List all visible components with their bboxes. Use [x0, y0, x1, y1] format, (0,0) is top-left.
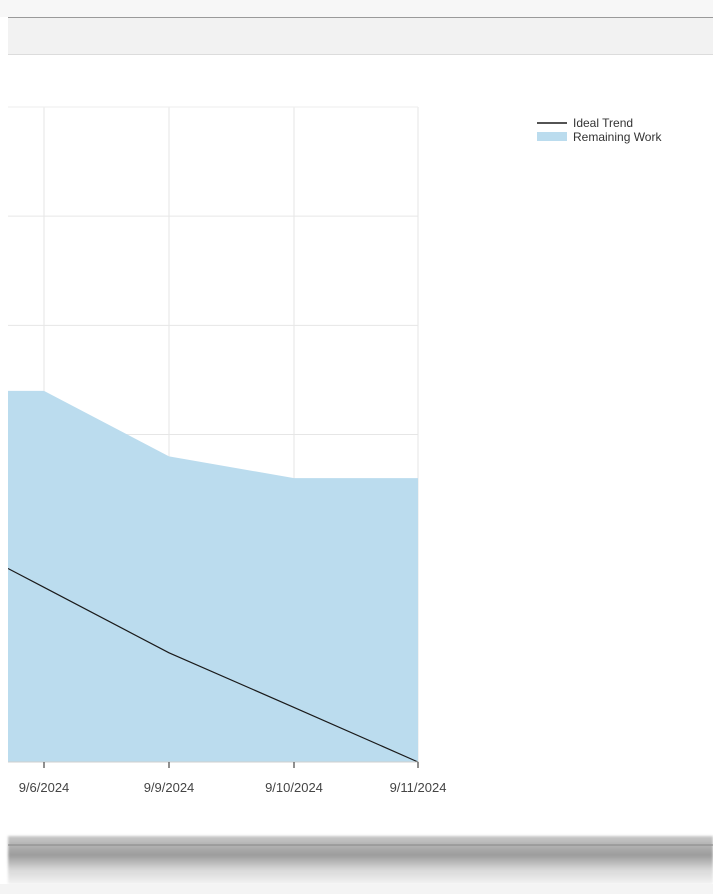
top-divider — [8, 17, 713, 18]
x-tick-label-3: 9/11/2024 — [390, 780, 447, 795]
burndown-chart: 9/6/2024 9/9/2024 9/10/2024 9/11/2024 Ideal… — [8, 106, 662, 795]
ideal-trend-line — [8, 567, 419, 763]
toolbar-band — [8, 18, 713, 55]
bottom-fade — [0, 884, 713, 894]
legend-label-ideal-trend: Ideal Trend — [573, 116, 633, 130]
legend-swatch-remaining-work — [537, 132, 567, 141]
window-top-strip — [0, 0, 713, 17]
line-layer — [8, 567, 419, 763]
x-tick-label-1: 9/9/2024 — [144, 780, 195, 795]
area-layer — [8, 390, 418, 762]
x-tick-label-2: 9/10/2024 — [265, 780, 323, 795]
bottom-edge-line — [8, 844, 713, 846]
remaining-work-area — [8, 390, 418, 762]
x-tick-label-0: 9/6/2024 — [19, 780, 70, 795]
axis-layer: 9/6/2024 9/9/2024 9/10/2024 9/11/2024 — [8, 761, 447, 795]
legend-label-remaining-work: Remaining Work — [573, 130, 662, 144]
burndown-chart-panel: 9/6/2024 9/9/2024 9/10/2024 9/11/2024 Ideal… — [8, 55, 713, 835]
